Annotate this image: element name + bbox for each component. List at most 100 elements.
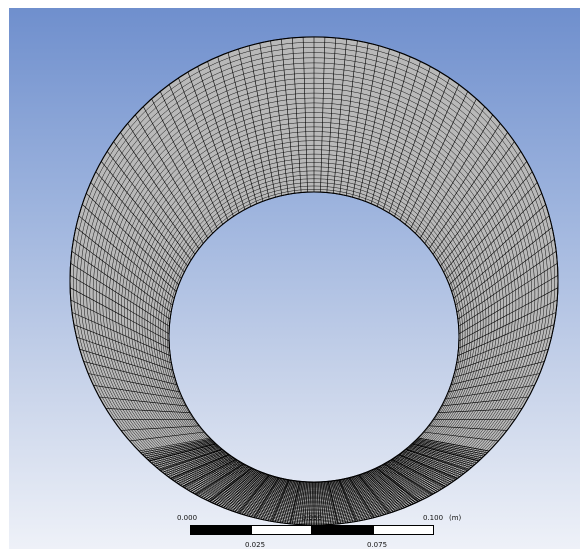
mesh-radial-line [458,287,559,342]
mesh-dense-line [241,475,272,515]
mesh-dense-line [414,440,484,457]
mesh-dense-line [176,456,233,483]
mesh-dense-line [284,480,297,524]
mesh-radial-line [170,454,230,479]
mesh-radial-line [446,182,538,279]
mesh-radial-line [143,106,213,234]
mesh-dense-line [374,468,416,504]
mesh-dense-line [232,473,266,512]
mesh-dense-line [333,480,349,523]
mesh-radial-line [405,449,469,471]
mesh-dense-line [306,481,311,525]
mesh-radial-line [292,37,302,193]
mesh-dense-line [412,442,481,460]
mesh-dense-line [166,452,227,476]
mesh-radial-line [399,84,460,221]
mesh-radial-line [457,250,557,320]
scale-label-100: 0.100 [423,514,444,522]
mesh-dense-line [417,437,490,452]
mesh-radial-line [129,431,205,442]
mesh-radial-line [209,467,252,502]
mesh-dense-line [346,478,370,519]
mesh-dense-line [158,448,222,470]
mesh-dense-line [375,467,419,503]
mesh-radial-line [120,132,200,249]
mesh-dense-line [348,477,373,519]
mesh-dense-line [366,471,403,509]
mesh-dense-line [153,445,219,465]
mesh-radial-line [138,437,211,452]
mesh-dense-line [192,462,243,493]
mesh-radial-line [302,37,308,193]
mesh-dense-line [353,476,382,516]
mesh-dense-line [223,471,261,508]
mesh-dense-line [416,438,488,454]
mesh-radial-line [453,349,549,378]
mesh-radial-line [450,361,545,386]
mesh-dense-line [253,477,279,518]
mesh-radial-line [71,250,171,320]
mesh-radial-line [457,312,557,356]
mesh-dense-line [332,480,346,524]
mesh-dense-line [227,472,264,510]
mesh-radial-line [187,71,240,213]
graphics-viewport[interactable]: 0.000 0.050 0.100 (m) 0.025 0.075 [9,8,580,549]
mesh-radial-line [83,361,178,386]
mesh-dense-line [372,469,414,505]
mesh-radial-line [405,91,468,225]
mesh-radial-line [78,215,175,299]
mesh-dense-line [335,480,351,523]
mesh-radial-line [75,227,173,306]
mesh-dense-line [184,459,238,489]
mesh-dense-line [407,447,472,468]
mesh-radial-line [327,481,338,524]
mesh-radial-line [376,467,419,502]
mesh-dense-line [320,481,327,525]
scale-label-050: 0.050 [302,514,323,522]
mesh-dense-line [265,478,286,521]
mesh-radial-line [69,275,170,334]
mesh-radial-line [456,324,555,364]
mesh-dense-line [279,480,295,523]
mesh-dense-line [401,452,462,476]
mesh-dense-line [351,476,377,517]
mesh-dense-line [393,457,448,486]
mesh-dense-line [274,479,292,523]
mesh-dense-line [336,479,354,523]
mesh-dense-line [142,439,213,455]
scale-segment-4 [373,525,434,535]
scale-label-025: 0.025 [245,541,266,549]
mesh-dense-line [190,461,241,492]
mesh-dense-line [408,446,474,467]
mesh-dense-line [239,474,271,514]
mesh-dense-line [400,452,460,478]
mesh-radial-line [107,151,192,261]
pipe-annulus-mesh[interactable] [9,8,580,549]
mesh-dense-line [403,450,466,473]
mesh-radial-line [376,61,421,207]
mesh-radial-line [121,425,200,431]
mesh-dense-line [329,481,342,524]
mesh-dense-line [326,481,337,525]
mesh-dense-line [170,453,229,479]
mesh-dense-line [328,481,339,524]
mesh-radial-line [238,474,270,514]
mesh-dense-line [316,481,320,526]
mesh-dense-line [406,448,470,470]
mesh-radial-line [70,299,170,349]
mesh-dense-line [267,479,287,521]
mesh-dense-line [277,480,293,523]
mesh-dense-line [251,476,277,517]
mesh-dense-line [317,481,322,525]
mesh-radial-line [458,262,558,327]
mesh-lines [69,37,559,526]
mesh-radial-line [159,449,223,471]
mesh-dense-line [272,479,290,522]
mesh-dense-line [246,476,275,516]
mesh-dense-line [291,481,302,525]
mesh-dense-line [339,479,359,522]
mesh-dense-line [220,470,260,507]
mesh-dense-line [216,469,257,506]
mesh-radial-line [394,77,450,217]
mesh-dense-line [413,441,483,459]
